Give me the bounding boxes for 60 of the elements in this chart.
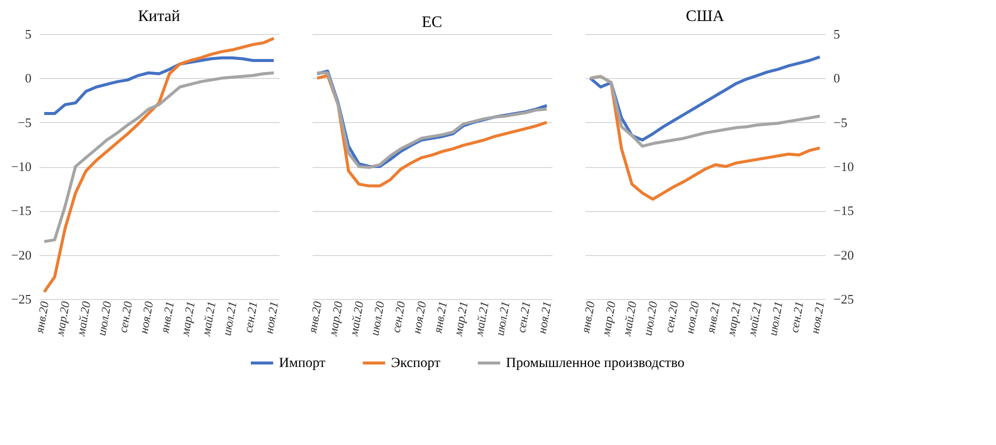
x-tick-label: янв.21 xyxy=(430,300,450,335)
legend-label: Промышленное производство xyxy=(506,356,685,371)
chart-title: США xyxy=(686,8,725,25)
x-tick-label: янв.20 xyxy=(578,300,598,335)
y-tick-label: 5 xyxy=(25,26,32,42)
x-tick-label: ноя.21 xyxy=(262,300,282,335)
x-tick-label: июл.20 xyxy=(367,300,388,337)
x-tick-label: сен.20 xyxy=(116,300,136,334)
y-tick-label: −10 xyxy=(11,159,32,174)
y-tick-label: −25 xyxy=(11,292,32,306)
x-tick-label: янв.21 xyxy=(157,300,177,335)
x-tick-label: мар.21 xyxy=(178,300,198,338)
x-tick-label: июл.21 xyxy=(492,300,512,337)
x-tick-label: янв.20 xyxy=(32,300,52,335)
legend-label: Импорт xyxy=(279,356,326,371)
chart-title: ЕС xyxy=(422,14,442,31)
y2-tick-label: −15 xyxy=(834,203,854,218)
y2-tick-label: −20 xyxy=(834,247,854,262)
x-tick-label: сен.21 xyxy=(787,300,806,334)
x-tick-label: ноя.20 xyxy=(682,300,702,335)
x-tick-label: мар.20 xyxy=(52,300,72,338)
x-tick-label: сен.21 xyxy=(241,300,260,334)
y2-tick-label: −25 xyxy=(834,292,854,306)
x-tick-label: июл.20 xyxy=(640,300,660,337)
x-tick-label: янв.20 xyxy=(305,300,325,335)
x-tick-label: май.21 xyxy=(744,300,765,338)
line-series xyxy=(42,56,276,115)
y2-tick-label: 0 xyxy=(834,70,840,86)
y2-tick-label: −5 xyxy=(834,114,848,130)
x-tick-label: май.21 xyxy=(472,300,492,338)
x-tick-label: ноя.20 xyxy=(410,300,429,335)
x-tick-label: июл.21 xyxy=(766,300,786,337)
x-tick-label: май.20 xyxy=(619,300,640,338)
x-tick-label: май.20 xyxy=(346,300,366,338)
y-tick-label: 0 xyxy=(25,70,32,86)
x-tick-label: сен.21 xyxy=(514,300,534,334)
chart-title: Китай xyxy=(138,8,180,25)
x-tick-label: мар.21 xyxy=(724,300,744,338)
legend-label: Экспорт xyxy=(391,356,440,371)
line-series xyxy=(588,74,822,148)
x-tick-label: мар.20 xyxy=(598,300,618,338)
x-tick-label: май.20 xyxy=(73,300,94,338)
x-tick-label: июл.21 xyxy=(220,300,240,337)
x-tick-label: ноя.21 xyxy=(534,300,554,335)
x-tick-label: янв.21 xyxy=(703,300,723,335)
x-tick-label: сен.20 xyxy=(662,300,682,334)
y-tick-label: −15 xyxy=(11,203,32,218)
x-tick-label: июл.20 xyxy=(94,300,114,337)
x-tick-label: май.21 xyxy=(198,300,219,338)
x-tick-label: мар.20 xyxy=(326,300,346,338)
y2-tick-label: −10 xyxy=(834,159,854,174)
x-tick-label: ноя.20 xyxy=(136,300,156,335)
x-tick-label: ноя.21 xyxy=(808,300,828,335)
y-tick-label: −20 xyxy=(11,247,32,262)
x-tick-label: сен.20 xyxy=(388,300,408,334)
line-series xyxy=(42,36,276,294)
x-tick-label: мар.21 xyxy=(450,300,471,338)
y-tick-label: −5 xyxy=(18,114,32,130)
line-series xyxy=(42,71,276,244)
y2-tick-label: 5 xyxy=(834,26,840,42)
